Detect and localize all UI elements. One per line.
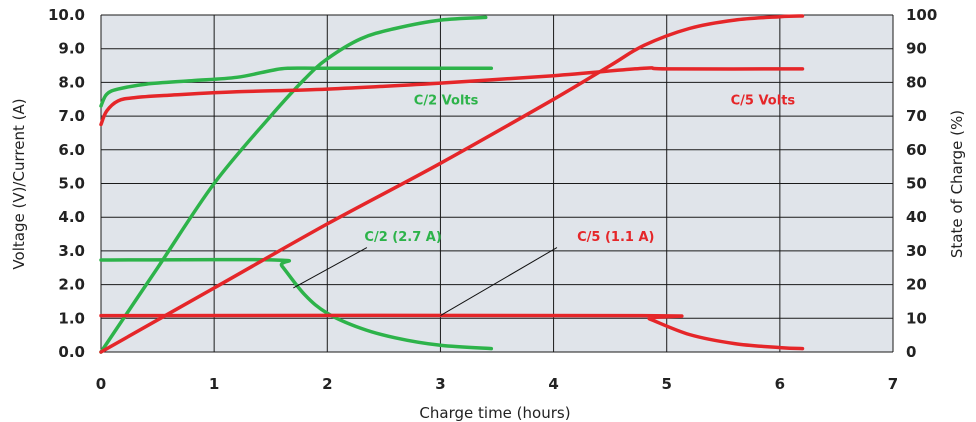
right-y-tick-label: 100: [906, 6, 937, 24]
annotation-label: C/5 (1.1 A): [577, 230, 654, 245]
x-tick-label: 0: [96, 375, 106, 393]
series-line-c5_volts: [99, 66, 805, 127]
right-y-tick-label: 0: [906, 343, 916, 361]
annotations: C/2 Volts C/5 Volts C/2 (2.7 A) C/5 (1.1 A): [364, 93, 795, 244]
right-y-tick-labels: 0 10 20 30 40 50 60 70 80 90 100: [906, 6, 937, 361]
series-line-c5_soc: [99, 14, 805, 354]
annotation-label: C/5 Volts: [731, 93, 796, 108]
right-y-tick-label: 90: [906, 40, 927, 58]
left-y-tick-label: 9.0: [58, 40, 85, 58]
x-axis-title: Charge time (hours): [419, 404, 570, 422]
x-tick-label: 7: [888, 375, 898, 393]
right-y-axis-title: State of Charge (%): [948, 110, 966, 258]
left-y-tick-label: 6.0: [58, 141, 85, 159]
left-y-tick-label: 8.0: [58, 73, 85, 91]
annotation-pointer: [440, 247, 558, 317]
left-y-tick-label: 10.0: [48, 6, 85, 24]
series-line-c2_soc: [99, 15, 488, 354]
x-tick-labels: 0 1 2 3 4 5 6 7: [96, 375, 898, 393]
x-tick-label: 1: [209, 375, 219, 393]
grid-lines: [100, 14, 894, 353]
annotation-label: C/2 (2.7 A): [364, 230, 441, 245]
left-y-tick-label: 1.0: [58, 309, 85, 327]
series-line-c5_current: [99, 313, 805, 351]
left-y-tick-label: 7.0: [58, 107, 85, 125]
left-y-axis-title: Voltage (V)/Current (A): [10, 98, 28, 269]
left-y-tick-label: 5.0: [58, 175, 85, 193]
right-y-tick-label: 10: [906, 309, 927, 327]
series-line-c2_volts: [99, 66, 494, 108]
annotation-label: C/2 Volts: [414, 93, 479, 108]
left-y-tick-labels: 0.0 1.0 2.0 3.0 4.0 5.0 6.0 7.0 8.0 9.0 10.0: [48, 6, 85, 361]
left-y-tick-label: 2.0: [58, 276, 85, 294]
right-y-tick-label: 80: [906, 73, 927, 91]
right-y-tick-label: 40: [906, 208, 927, 226]
right-y-tick-label: 70: [906, 107, 927, 125]
annotation-pointers: [293, 247, 558, 317]
x-tick-label: 4: [548, 375, 558, 393]
annotation-pointer: [293, 247, 368, 289]
right-y-tick-label: 60: [906, 141, 927, 159]
data-series: [99, 14, 805, 354]
right-y-tick-label: 30: [906, 242, 927, 260]
x-tick-label: 2: [322, 375, 332, 393]
x-tick-label: 5: [661, 375, 671, 393]
left-y-tick-label: 3.0: [58, 242, 85, 260]
series-line-c2_current: [99, 257, 494, 351]
x-tick-label: 6: [775, 375, 785, 393]
right-y-tick-label: 50: [906, 175, 927, 193]
x-tick-label: 3: [435, 375, 445, 393]
right-y-tick-label: 20: [906, 276, 927, 294]
left-y-tick-label: 0.0: [58, 343, 85, 361]
left-y-tick-label: 4.0: [58, 208, 85, 226]
